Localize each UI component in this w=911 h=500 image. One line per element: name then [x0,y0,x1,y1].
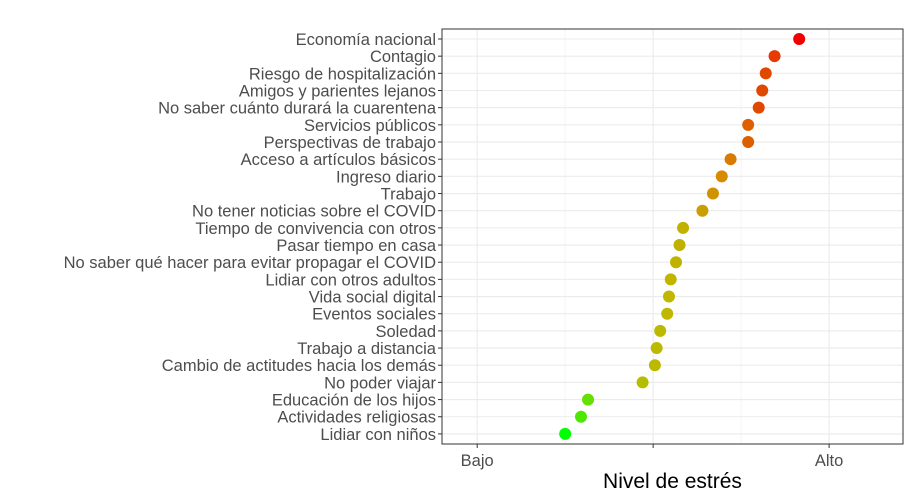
category-label: Tiempo de convivencia con otros [195,220,436,238]
data-point [696,204,709,217]
data-point [724,153,737,166]
category-label: Lidiar con otros adultos [265,271,436,289]
grid-lines [442,29,903,444]
category-label: Ingreso diario [336,168,436,186]
data-point [670,256,683,269]
data-point [756,84,769,97]
data-point [662,290,675,303]
data-point [661,307,674,320]
x-axis-title: Nivel de estrés [603,470,742,493]
category-label: Actividades religiosas [277,409,436,427]
category-label: No saber qué hacer para evitar propagar … [64,254,436,272]
category-label: Servicios públicos [304,117,436,135]
category-label: Lidiar con niños [320,426,436,444]
category-label: Perspectivas de trabajo [264,134,436,152]
x-tick-label: Bajo [461,452,494,470]
data-point [742,118,755,131]
data-point [677,221,690,234]
category-label: No poder viajar [324,374,436,392]
category-label: Amigos y parientes lejanos [239,83,436,101]
data-point [559,427,572,440]
data-point [706,187,719,200]
data-point [648,359,661,372]
data-point [636,376,649,389]
data-point [752,101,765,114]
category-label: Riesgo de hospitalización [249,65,436,83]
data-point [742,136,755,149]
x-tick-label: Alto [815,452,843,470]
data-point [673,239,686,252]
data-point [664,273,677,286]
category-label: Pasar tiempo en casa [276,237,436,255]
data-point [759,67,772,80]
category-label: Contagio [370,48,436,66]
category-label: Cambio de actitudes hacia los demás [162,357,436,375]
category-label: Acceso a artículos básicos [241,151,436,169]
category-label: Trabajo a distancia [297,340,437,358]
data-point [650,342,663,355]
panel-border [441,28,904,445]
x-axis-ticks: Bajo Alto [461,444,843,470]
data-point [793,33,806,45]
category-label: Economía nacional [296,31,436,49]
category-label: Trabajo [381,186,436,204]
data-point [768,50,781,63]
category-label: Soledad [375,323,436,341]
data-point [582,393,595,406]
category-label: Educación de los hijos [272,392,436,410]
data-point [575,410,588,423]
category-label: Vida social digital [309,289,436,307]
category-label: No saber cuánto durará la cuarentena [158,100,437,118]
data-point [715,170,728,183]
category-label: No tener noticias sobre el COVID [192,203,436,221]
data-point [654,324,667,337]
data-points [559,33,806,440]
category-label: Eventos sociales [312,306,436,324]
